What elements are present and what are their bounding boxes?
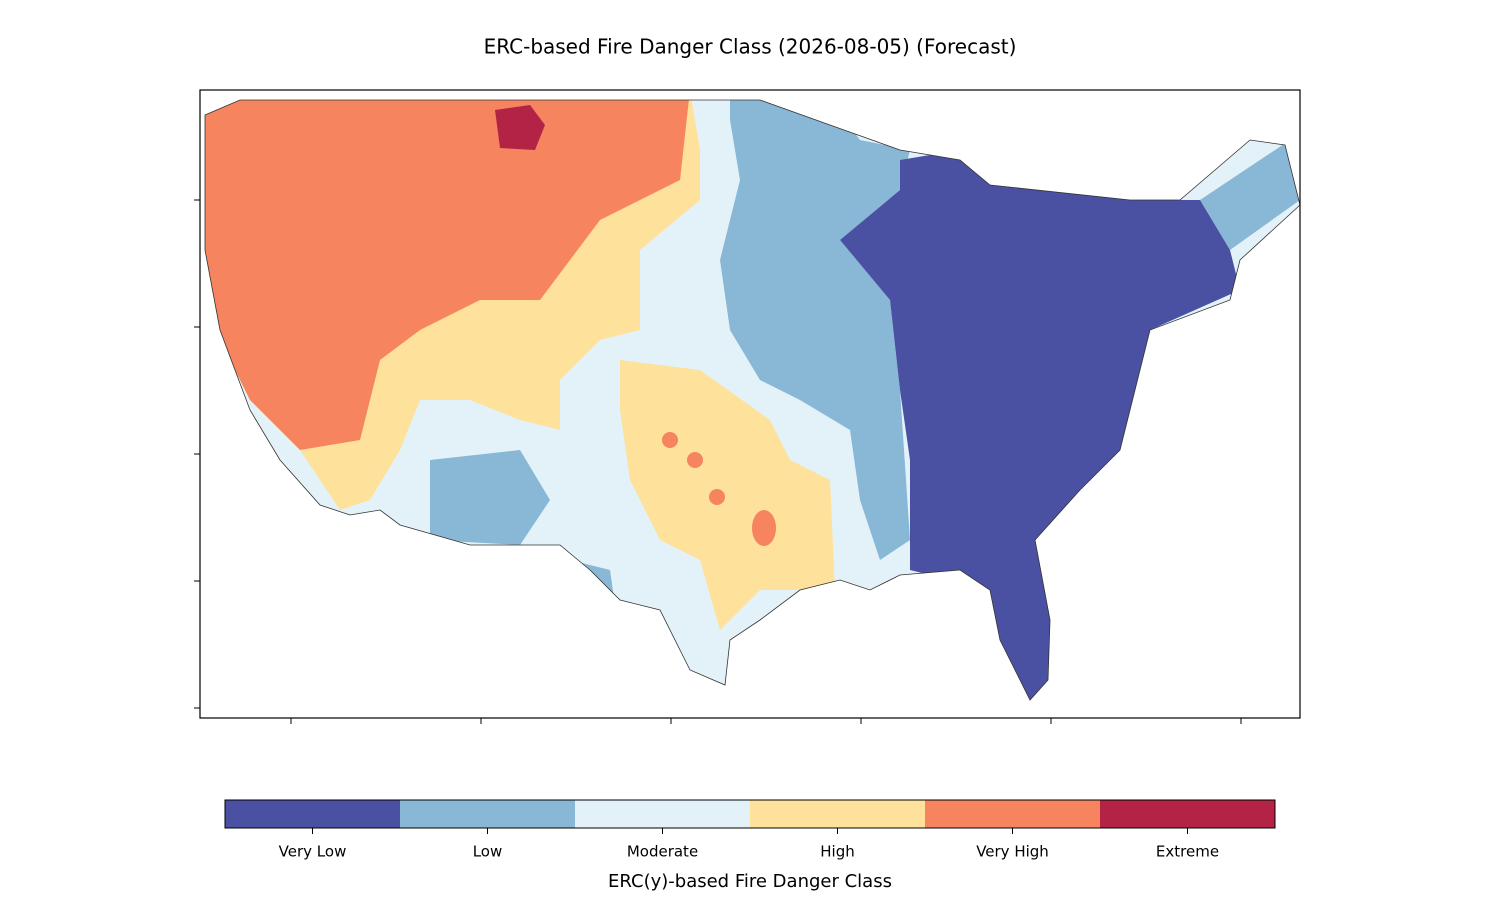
zone-low	[720, 100, 910, 560]
colorbar-tick-label: Moderate	[627, 843, 698, 861]
colorbar-tick-label: Extreme	[1156, 843, 1219, 861]
colorbar-segment	[400, 800, 575, 828]
zone-very-high	[709, 489, 725, 505]
colorbar-tick-label: Very Low	[279, 843, 347, 861]
zone-low	[430, 450, 550, 545]
map-frame	[199, 89, 1301, 719]
us-outline	[204, 99, 1301, 701]
zone-high	[620, 360, 835, 630]
colorbar-label: ERC(y)-based Fire Danger Class	[608, 871, 892, 892]
zone-very-high	[662, 432, 678, 448]
zone-low	[1200, 140, 1300, 250]
colorbar-frame	[224, 799, 1276, 829]
colorbar-segment	[575, 800, 750, 828]
zone-extreme	[495, 105, 545, 150]
colorbar-tick-label: Low	[473, 843, 503, 861]
frame-ticks	[194, 199, 1242, 724]
colorbar-tick-label: Very High	[976, 843, 1049, 861]
zone-very-high	[752, 510, 776, 546]
map-area	[205, 100, 1300, 700]
colorbar: Very Low Low Moderate High Very High Extreme	[224, 799, 1276, 861]
zone-very-low	[840, 150, 1240, 700]
zone-very-high	[687, 452, 703, 468]
colorbar-segment	[925, 800, 1100, 828]
colorbar-segment	[1100, 800, 1275, 828]
zone-very-high	[205, 100, 690, 450]
colorbar-segment	[750, 800, 925, 828]
colorbar-segment	[225, 800, 400, 828]
colorbar-tick-label: High	[820, 843, 854, 861]
map-title: ERC-based Fire Danger Class (2026-08-05)…	[484, 35, 1017, 59]
